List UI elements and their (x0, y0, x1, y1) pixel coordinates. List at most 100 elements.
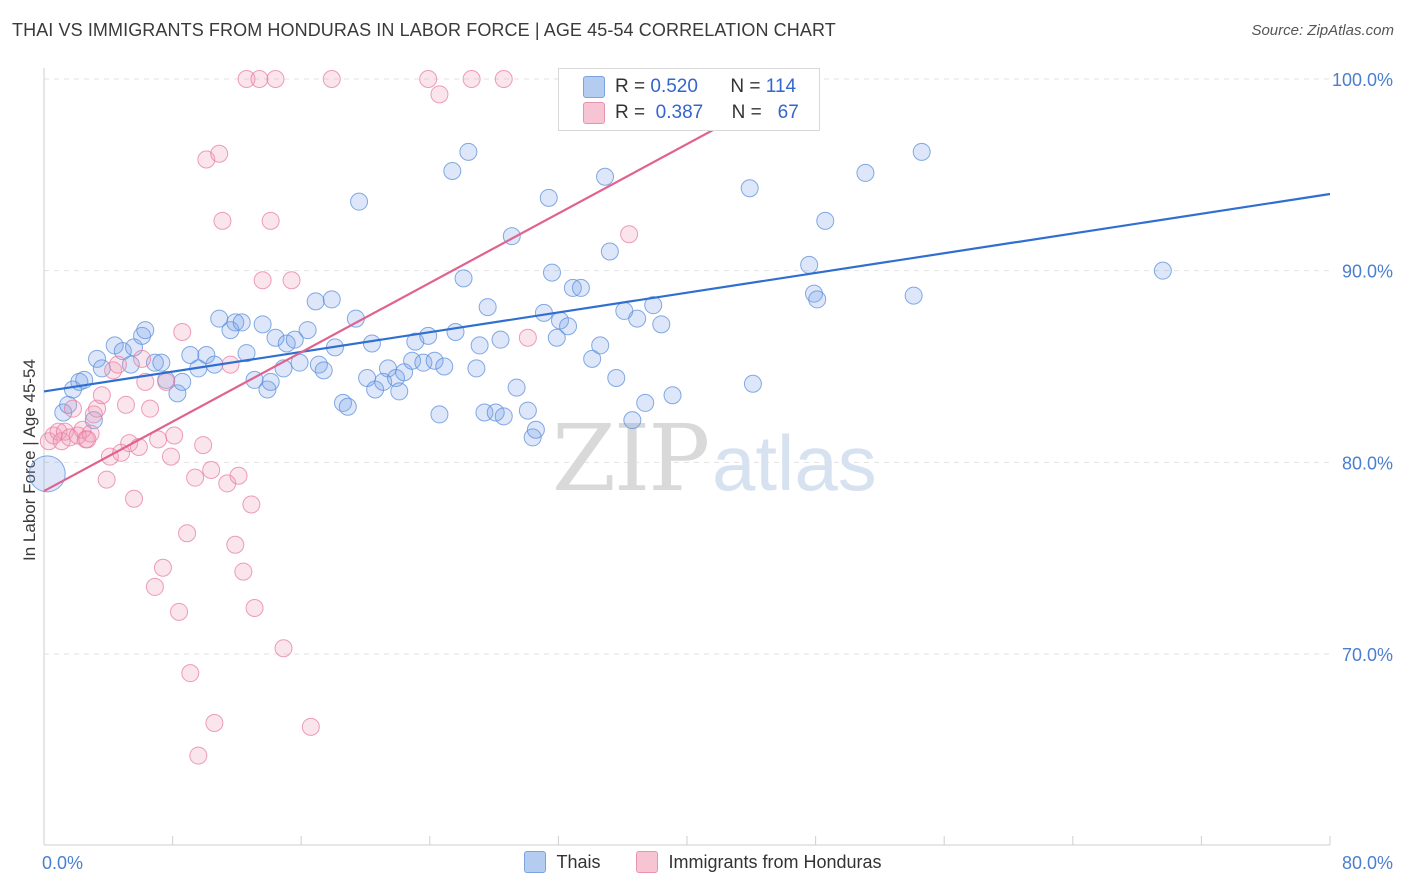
thais-point (652, 315, 671, 334)
legend-row-honduras: R = 0.387 N = 67 (559, 100, 799, 126)
honduras-point (92, 386, 111, 405)
chart-title: THAI VS IMMIGRANTS FROM HONDURAS IN LABO… (12, 20, 836, 40)
honduras-point (181, 664, 200, 683)
thais-point (136, 321, 155, 340)
thais-point (403, 351, 422, 370)
honduras-point (518, 328, 537, 347)
honduras-point (205, 714, 224, 732)
honduras-point (202, 461, 221, 479)
honduras-point (245, 599, 264, 617)
honduras-point (194, 436, 213, 455)
thais-point (478, 298, 497, 317)
thais-point (226, 313, 245, 332)
honduras-point (81, 424, 100, 443)
n-label: N = (730, 76, 761, 97)
r-value: 0.520 (650, 76, 698, 97)
thais-point (314, 361, 333, 380)
thais-point (1153, 261, 1172, 280)
honduras-trend-line (43, 78, 809, 493)
thais-point (152, 353, 171, 372)
honduras-point (133, 349, 152, 368)
thais-point (600, 242, 619, 261)
thais-point (663, 386, 682, 405)
honduras-point (301, 717, 320, 736)
thais-point (390, 382, 409, 401)
thais-point (338, 397, 357, 416)
thais-point (266, 328, 285, 347)
honduras-point (63, 399, 82, 418)
thais-point (261, 372, 280, 391)
thais-point (740, 179, 759, 198)
thais-point (459, 142, 478, 161)
thais-point (470, 336, 489, 355)
thais-point (173, 372, 192, 391)
thais-point (526, 420, 545, 439)
watermark: ZIP atlas (552, 405, 877, 512)
honduras-point (253, 271, 272, 290)
honduras-point (108, 355, 127, 374)
thais-trend-line (43, 192, 1331, 393)
honduras-point (125, 489, 144, 508)
thais-point (232, 313, 251, 332)
honduras-point (226, 535, 245, 554)
thais-point (539, 188, 558, 207)
honduras-point (462, 70, 481, 88)
thais-point (446, 323, 465, 341)
thais-point (583, 349, 602, 368)
thais-point (443, 162, 462, 180)
thais-point (121, 355, 140, 374)
honduras-point (49, 422, 68, 441)
thais-point (816, 211, 835, 230)
legend-item-thais: Thais (524, 851, 600, 873)
source-credit: Source: ZipAtlas.com (1251, 22, 1394, 39)
thais-point (507, 378, 526, 397)
n-value: 67 (777, 102, 799, 123)
thais-point (607, 369, 626, 387)
r-value: 0.387 (655, 102, 704, 123)
honduras-point (84, 405, 103, 424)
honduras-point (78, 430, 97, 449)
thais-point (419, 326, 438, 345)
honduras-point (173, 323, 192, 341)
thais-point (904, 286, 923, 305)
honduras-point (620, 225, 639, 244)
thais-point (542, 263, 561, 282)
honduras-point (116, 395, 135, 414)
thais-point (743, 374, 762, 393)
honduras-point (186, 468, 205, 487)
thais-point (237, 344, 256, 363)
n-value: 114 (765, 76, 797, 97)
thais-swatch (583, 76, 605, 98)
honduras-point (274, 639, 293, 658)
honduras-point (322, 70, 341, 88)
correlation-legend: R = 0.520 N = 114 R = 0.387 N = 67 (558, 68, 820, 131)
honduras-point (494, 70, 513, 88)
honduras-point (97, 470, 116, 489)
honduras-point (430, 85, 449, 104)
honduras-point (234, 562, 253, 581)
thais-point (591, 336, 610, 355)
thais-point (800, 255, 819, 274)
thais-point (454, 269, 473, 288)
honduras-point (88, 399, 107, 418)
honduras-point (242, 495, 261, 514)
honduras-point (153, 558, 172, 577)
honduras-points (39, 70, 639, 765)
honduras-swatch (583, 102, 605, 124)
thais-point (467, 359, 486, 378)
thais-point (430, 405, 449, 424)
thais-point (491, 330, 510, 349)
honduras-point (213, 211, 232, 230)
thais-point (636, 393, 655, 412)
thais-point (804, 284, 823, 303)
thais-point (596, 167, 615, 186)
r-label: R = (615, 76, 646, 97)
r-label: R = (615, 102, 646, 123)
honduras-legend-label: Immigrants from Honduras (668, 851, 882, 872)
honduras-point (261, 211, 280, 230)
honduras-point (170, 602, 189, 621)
y-tick-label: 80.0% (1342, 453, 1393, 473)
watermark-atlas: atlas (712, 419, 877, 507)
honduras-legend-swatch (636, 851, 659, 873)
